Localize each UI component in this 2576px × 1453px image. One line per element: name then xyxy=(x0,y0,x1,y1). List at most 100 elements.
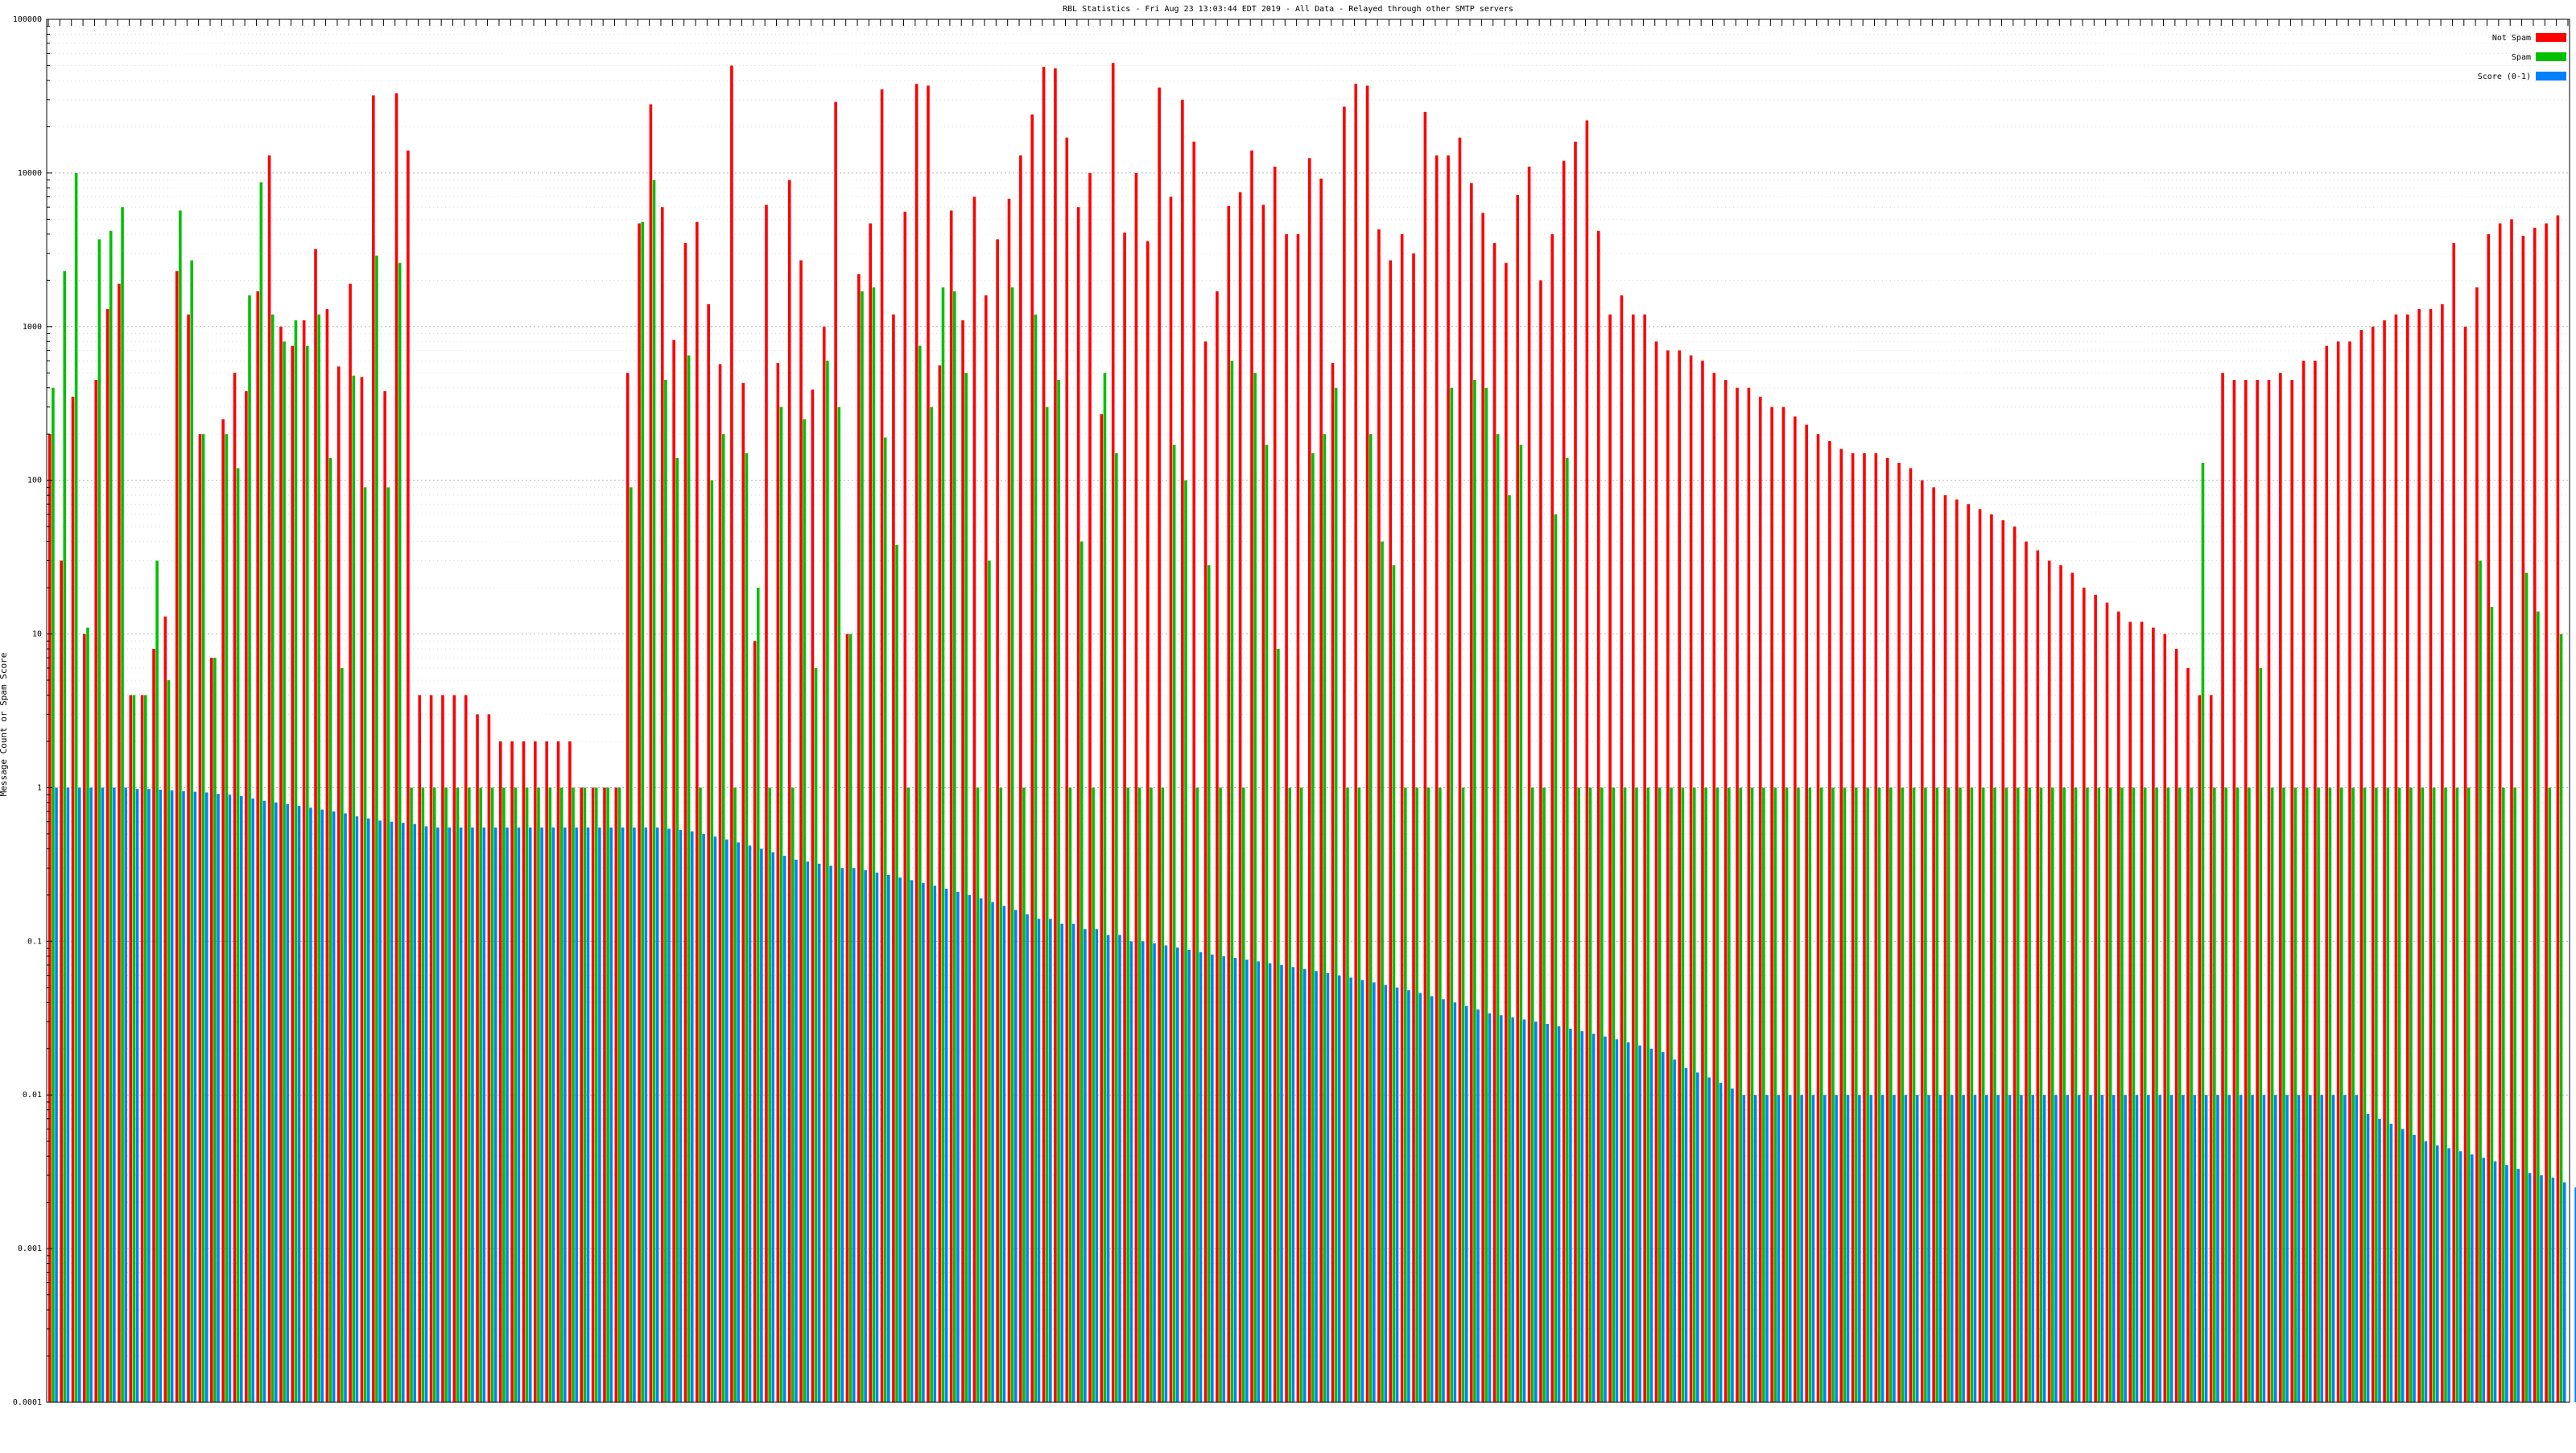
bar xyxy=(2421,787,2425,1402)
bar xyxy=(667,828,671,1402)
bar xyxy=(782,856,786,1402)
bar xyxy=(1257,961,1261,1402)
bar xyxy=(217,794,220,1402)
bar xyxy=(2169,1095,2174,1402)
bar xyxy=(1203,341,1208,1402)
bar xyxy=(1415,787,1418,1402)
bar xyxy=(1080,541,1084,1403)
bar xyxy=(880,89,884,1402)
bar xyxy=(1068,787,1072,1402)
bar xyxy=(170,790,174,1402)
bar xyxy=(725,839,729,1402)
bar xyxy=(2548,787,2552,1402)
bar xyxy=(1938,1095,1942,1402)
bar xyxy=(941,287,945,1403)
bar xyxy=(1550,233,1554,1403)
bar xyxy=(2174,649,2178,1402)
bar xyxy=(2020,1095,2023,1402)
bar xyxy=(609,828,613,1402)
bar xyxy=(621,828,625,1402)
bar xyxy=(1546,1023,1550,1402)
bar xyxy=(2397,787,2401,1402)
bar xyxy=(1935,787,1939,1402)
bar xyxy=(1932,487,1935,1402)
bar xyxy=(2475,287,2479,1403)
bar xyxy=(2047,560,2051,1402)
bar xyxy=(1866,787,1869,1402)
y-tick-label: 10 xyxy=(32,630,42,639)
bar xyxy=(1950,1095,1954,1402)
bar xyxy=(1470,183,1473,1402)
bar xyxy=(580,787,584,1402)
bar xyxy=(213,658,217,1402)
bar xyxy=(1458,137,1462,1403)
axes: 0.0001 0.001 0.01 0.1 1 10 100 1000 10000 100000 xyxy=(13,15,2570,1407)
bar xyxy=(294,320,298,1403)
bar xyxy=(429,695,433,1402)
bar xyxy=(2458,1151,2462,1402)
bar xyxy=(1924,787,1927,1402)
bar xyxy=(140,695,144,1402)
bar xyxy=(1943,495,1947,1402)
bar xyxy=(2112,1095,2116,1402)
bar xyxy=(2363,787,2367,1402)
bar xyxy=(1978,509,1982,1403)
bar xyxy=(1770,407,1773,1403)
bar xyxy=(2309,1095,2312,1402)
bar xyxy=(768,787,771,1402)
bar xyxy=(2244,379,2248,1403)
bar xyxy=(2216,1095,2219,1402)
bar xyxy=(1368,434,1373,1402)
bar xyxy=(702,833,705,1402)
bar xyxy=(2331,1095,2335,1402)
bar xyxy=(270,314,275,1402)
bar xyxy=(2100,1095,2104,1402)
bar xyxy=(2051,787,2054,1402)
bar xyxy=(603,787,606,1402)
bar xyxy=(2120,787,2124,1402)
bar xyxy=(135,789,139,1402)
bar xyxy=(1522,1019,1526,1402)
y-tick-label: 100000 xyxy=(13,15,42,24)
bar xyxy=(2166,787,2170,1402)
bar xyxy=(1141,941,1145,1402)
bar xyxy=(109,230,113,1403)
y-tick-label: 0.01 xyxy=(23,1091,42,1100)
bar xyxy=(2221,373,2224,1402)
bar xyxy=(1026,914,1029,1402)
bar xyxy=(2389,1123,2393,1402)
bar xyxy=(1049,918,1052,1402)
bar xyxy=(1704,787,1707,1402)
bar xyxy=(2147,1095,2150,1402)
bar xyxy=(1199,951,1203,1402)
bar xyxy=(1111,63,1115,1403)
bar xyxy=(1920,480,1924,1402)
bar xyxy=(795,859,798,1402)
bar xyxy=(2574,1187,2576,1402)
bar xyxy=(1692,787,1696,1402)
bar xyxy=(933,885,937,1402)
bar xyxy=(2405,314,2409,1402)
bar xyxy=(221,419,225,1402)
bar xyxy=(1010,287,1014,1403)
bar xyxy=(1519,444,1523,1402)
bar xyxy=(1019,155,1022,1402)
bar xyxy=(52,387,55,1402)
bar xyxy=(1230,361,1234,1403)
bar xyxy=(101,787,105,1402)
bar xyxy=(1381,541,1384,1403)
bar xyxy=(699,787,702,1402)
bar xyxy=(1195,787,1199,1402)
bar xyxy=(944,888,948,1402)
bar xyxy=(2132,787,2136,1402)
bar xyxy=(2025,541,2028,1403)
bar xyxy=(845,634,849,1402)
bar xyxy=(328,457,332,1402)
bar xyxy=(1959,787,1962,1402)
bar xyxy=(2251,1095,2254,1402)
bar xyxy=(1596,230,1600,1403)
bar xyxy=(1765,1095,1769,1402)
bar xyxy=(748,845,752,1402)
bar xyxy=(1719,1083,1723,1402)
bar xyxy=(1331,362,1335,1402)
